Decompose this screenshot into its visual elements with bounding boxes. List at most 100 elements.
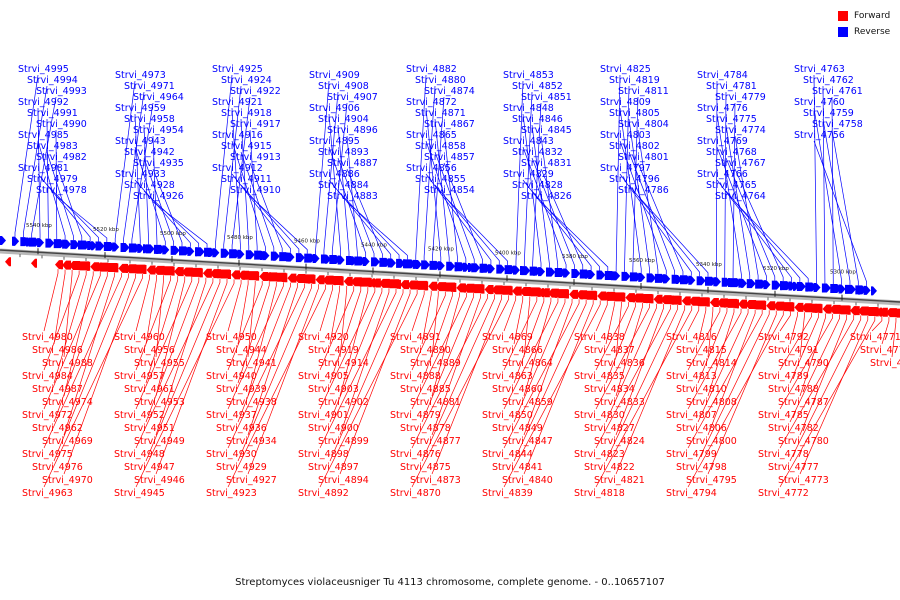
reverse-gene-arrow — [162, 245, 170, 255]
reverse-gene-label: Strvi_4843 — [503, 136, 554, 147]
forward-gene-arrow — [460, 283, 466, 293]
forward-leader-line — [595, 300, 608, 332]
forward-leader-line — [431, 292, 460, 397]
gene-arrows — [0, 236, 900, 318]
reverse-gene-arrow — [481, 263, 487, 273]
forward-leader-line — [43, 270, 80, 371]
forward-gene-arrow — [369, 278, 375, 288]
reverse-leader-line — [716, 80, 718, 278]
forward-gene-arrow — [629, 293, 635, 303]
forward-leader-line — [503, 295, 517, 332]
forward-gene-arrow — [153, 265, 165, 275]
forward-gene-label: Strvi_4789 — [758, 371, 809, 382]
forward-leader-line — [247, 283, 298, 436]
forward-leader-line — [135, 274, 150, 332]
forward-leader-line — [155, 278, 228, 475]
reverse-gene-arrow — [329, 255, 341, 265]
reverse-gene-label: Strvi_4851 — [521, 92, 572, 103]
reverse-gene-arrow — [838, 284, 846, 294]
forward-gene-label: Strvi_4833 — [594, 397, 645, 408]
reverse-leader-line — [443, 162, 483, 264]
forward-gene-label: Strvi_4879 — [390, 410, 441, 421]
reverse-gene-label: Strvi_4765 — [706, 180, 757, 191]
forward-gene-label: Strvi_4838 — [574, 332, 625, 343]
reverse-gene-label: Strvi_4982 — [36, 152, 87, 163]
forward-gene-label: Strvi_4947 — [124, 462, 175, 473]
forward-leader-line — [43, 269, 59, 332]
forward-leader-line — [411, 291, 446, 371]
forward-leader-line — [145, 276, 179, 384]
forward-leader-line — [237, 283, 312, 462]
reverse-gene-label: Strvi_4921 — [212, 97, 263, 108]
reverse-gene-arrow — [245, 250, 255, 260]
scale-tick-label: 5480 kbp — [227, 235, 253, 241]
forward-gene-arrow — [660, 295, 672, 305]
reverse-gene-label: Strvi_4846 — [512, 114, 563, 125]
reverse-gene-label: Strvi_4993 — [36, 86, 87, 97]
reverse-leader-line — [328, 179, 392, 259]
forward-gene-arrow — [505, 286, 513, 296]
reverse-gene-arrow — [780, 281, 786, 291]
forward-gene-label: Strvi_4808 — [686, 397, 737, 408]
reverse-leader-line — [249, 195, 308, 254]
reverse-leader-line — [515, 80, 524, 266]
forward-leader-line — [697, 309, 749, 423]
reverse-leader-line — [531, 190, 600, 271]
forward-gene-arrow — [512, 286, 518, 296]
reverse-gene-arrow — [546, 267, 552, 277]
reverse-leader-line — [240, 184, 300, 254]
forward-gene-label: Strvi_4814 — [686, 358, 737, 369]
reverse-gene-label: Strvi_4766 — [697, 169, 748, 180]
forward-gene-arrow — [69, 260, 81, 270]
forward-gene-arrow — [477, 284, 485, 294]
forward-leader-line — [503, 298, 559, 410]
reverse-leader-line — [637, 162, 684, 276]
forward-leader-line — [411, 295, 510, 488]
forward-gene-label: Strvi_4898 — [298, 449, 349, 460]
reverse-gene-arrow — [663, 274, 669, 284]
forward-gene-arrow — [83, 261, 89, 271]
reverse-leader-line — [328, 146, 367, 257]
reverse-gene-label: Strvi_4973 — [115, 70, 166, 81]
reverse-gene-label: Strvi_4845 — [521, 125, 572, 136]
reverse-gene-arrow — [286, 252, 292, 262]
reverse-leader-line — [628, 184, 701, 277]
forward-swatch — [838, 11, 848, 21]
forward-gene-label: Strvi_4889 — [410, 358, 461, 369]
reverse-gene-label: Strvi_4983 — [27, 141, 78, 152]
forward-gene-arrow — [491, 285, 503, 295]
scale-tick-label: 5300 kbp — [830, 270, 856, 276]
forward-leader-line — [523, 296, 531, 358]
reverse-gene-label: Strvi_4763 — [794, 64, 845, 75]
forward-gene-label: Strvi_4944 — [216, 345, 267, 356]
reverse-leader-line — [249, 162, 283, 253]
forward-gene-label: Strvi_4972 — [22, 410, 73, 421]
reverse-gene-arrow — [533, 266, 539, 276]
reverse-gene-arrow — [416, 260, 422, 270]
reverse-leader-line — [152, 168, 183, 247]
reverse-leader-line — [423, 85, 436, 261]
forward-gene-arrow — [122, 264, 128, 274]
forward-gene-arrow — [642, 294, 648, 304]
reverse-leader-line — [732, 102, 736, 279]
forward-leader-line — [329, 285, 341, 345]
reverse-gene-label: Strvi_4924 — [221, 75, 272, 86]
forward-leader-line — [799, 312, 805, 358]
reverse-leader-line — [37, 140, 66, 240]
forward-gene-label: Strvi_4956 — [124, 345, 175, 356]
reverse-leader-line — [37, 173, 91, 242]
forward-gene-arrow — [330, 276, 336, 286]
reverse-gene-label: Strvi_4831 — [521, 158, 572, 169]
forward-leader-line — [155, 276, 186, 397]
scale-tick-label: 5520 kbp — [93, 227, 119, 233]
reverse-gene-label: Strvi_4872 — [406, 97, 457, 108]
forward-gene-label: Strvi_4899 — [318, 436, 369, 447]
reverse-leader-line — [22, 85, 48, 238]
forward-gene-label: Strvi_4986 — [32, 345, 83, 356]
reverse-gene-label: Strvi_4964 — [133, 92, 184, 103]
forward-gene-label: Strvi_4960 — [114, 332, 165, 343]
forward-gene-arrow — [533, 287, 541, 297]
forward-gene-label: Strvi_4792 — [758, 332, 809, 343]
reverse-gene-arrow — [37, 238, 45, 248]
